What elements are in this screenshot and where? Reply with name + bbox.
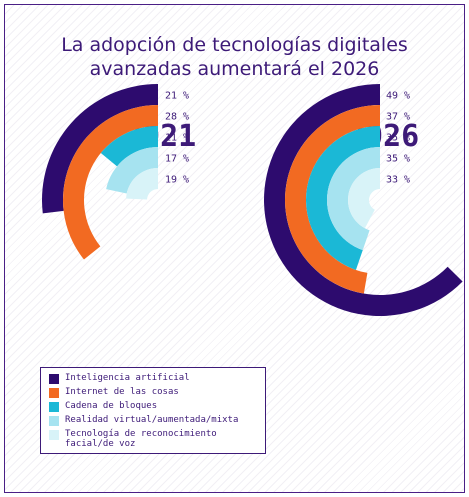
arc-2021-1	[41, 84, 158, 214]
legend-item: Realidad virtual/aumentada/mixta	[49, 415, 265, 426]
legend-label: Tecnología de reconocimiento facial/de v…	[65, 429, 217, 449]
value-label-2026-4: 35 %	[386, 154, 410, 165]
value-label-2021-3: 11 %	[165, 133, 189, 144]
chart-2021: 2021 21 %28 %11 %17 %19 %	[41, 84, 196, 260]
value-label-2021-5: 19 %	[165, 175, 189, 186]
legend-swatch	[49, 374, 59, 384]
chart-2026: 2026 49 %37 %35 %35 %33 %	[264, 84, 463, 317]
arc-2026-4	[326, 147, 380, 251]
legend-label: Inteligencia artificial	[65, 373, 190, 383]
arc-2026-3	[305, 126, 380, 270]
value-label-2026-3: 35 %	[386, 133, 410, 144]
value-label-2021-4: 17 %	[165, 154, 189, 165]
value-label-2021-1: 21 %	[165, 91, 189, 102]
chart-title-line-1: La adopción de tecnologías digitales	[61, 34, 408, 56]
arc-2021-3	[100, 126, 158, 167]
legend-item: Cadena de bloques	[49, 401, 265, 412]
arc-2026-5	[348, 168, 380, 229]
value-label-2026-5: 33 %	[386, 175, 410, 186]
arc-2021-2	[62, 105, 158, 260]
legend-item: Internet de las cosas	[49, 387, 265, 398]
legend-swatch	[49, 416, 59, 426]
value-label-2026-2: 37 %	[386, 112, 410, 123]
legend: Inteligencia artificial Internet de las …	[40, 367, 266, 454]
arc-2026-2	[285, 105, 380, 294]
legend-label: Cadena de bloques	[65, 401, 158, 411]
legend-item: Tecnología de reconocimiento facial/de v…	[49, 429, 265, 449]
arc-2026-1	[264, 84, 463, 317]
legend-label: Internet de las cosas	[65, 387, 179, 397]
legend-swatch	[49, 402, 59, 412]
arc-2021-5	[126, 168, 158, 200]
legend-swatch	[49, 430, 59, 440]
legend-item: Inteligencia artificial	[49, 373, 265, 384]
arc-2021-4	[106, 147, 158, 194]
legend-swatch	[49, 388, 59, 398]
chart-title-line-2: avanzadas aumentará el 2026	[89, 58, 380, 80]
value-label-2026-1: 49 %	[386, 91, 410, 102]
value-label-2021-2: 28 %	[165, 112, 189, 123]
legend-label: Realidad virtual/aumentada/mixta	[65, 415, 239, 425]
